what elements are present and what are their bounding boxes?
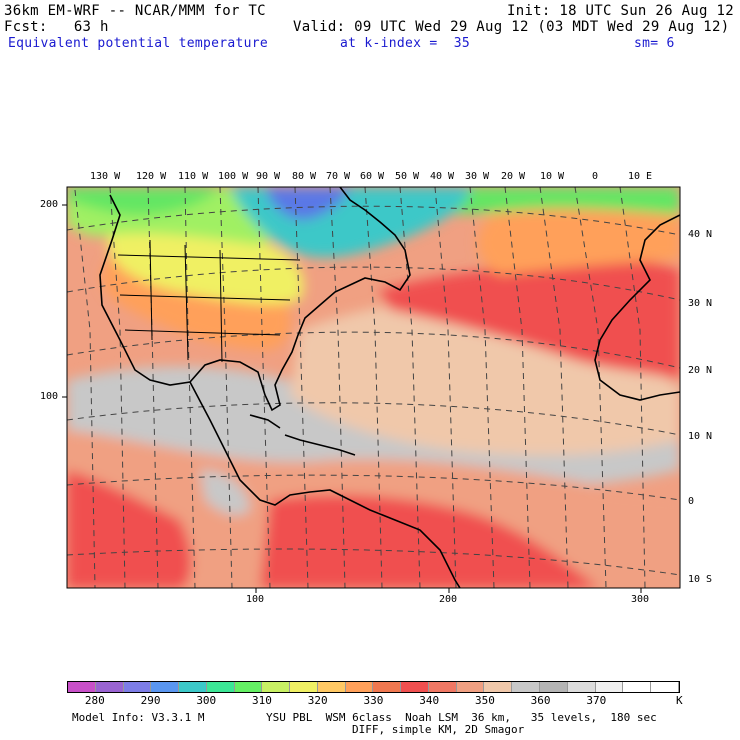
map-frame	[66, 186, 681, 589]
model-physics: YSU PBL WSM 6class Noah LSM 36 km, 35 le…	[266, 711, 657, 724]
field-region-red-pacific	[67, 470, 192, 588]
colorbar-segment	[373, 682, 402, 692]
lon-label: 10 E	[628, 171, 653, 182]
colorbar-segment	[540, 682, 568, 692]
coast-africa-europe	[594, 214, 680, 401]
lon-label: 0	[592, 171, 599, 182]
valid-time: Valid: 09 UTC Wed 29 Aug 12 (03 MDT Wed …	[293, 19, 730, 35]
colorbar-unit: K	[676, 694, 683, 707]
init-time: Init: 18 UTC Sun 26 Aug 12	[507, 3, 734, 19]
lat-label: 30 N	[688, 298, 713, 309]
colorbar-label: 330	[363, 694, 384, 707]
colorbar-segment	[512, 682, 541, 692]
model-title: 36km EM-WRF -- NCAR/MMM for TC	[4, 3, 266, 19]
field-region-green-ne	[400, 187, 680, 215]
frame-ticks	[62, 204, 642, 593]
colorbar-segment	[567, 682, 596, 692]
field-region-green	[67, 187, 220, 215]
colorbar-label: 280	[84, 694, 105, 707]
field-region-gray-central	[200, 470, 250, 516]
colorbar-segment	[290, 682, 318, 692]
lon-label: 130 W	[90, 171, 121, 182]
colorbar-segment	[234, 682, 263, 692]
level-info: at k-index = 35	[340, 36, 471, 51]
lon-label: 120 W	[136, 171, 167, 182]
field-region-red-atlantic	[380, 259, 680, 380]
colorbar-label: 300	[196, 694, 217, 707]
colorbar-segment	[401, 682, 429, 692]
colorbar-segment	[317, 682, 346, 692]
colorbar-label: 290	[140, 694, 161, 707]
coast-central-south-america	[189, 381, 461, 588]
lon-label: 70 W	[326, 171, 351, 182]
lon-label: 100 W	[218, 171, 249, 182]
colorbar-segment	[95, 682, 124, 692]
colorbar	[67, 681, 680, 693]
colorbar-label: 340	[419, 694, 440, 707]
colorbar-segment	[68, 682, 96, 692]
coastlines	[99, 187, 680, 588]
colorbar-segment	[595, 682, 624, 692]
colorbar-label: 350	[474, 694, 495, 707]
lon-label: 10 W	[540, 171, 565, 182]
field-region-orange-europe	[477, 207, 680, 275]
colorbar-segment	[262, 682, 291, 692]
lon-label: 50 W	[395, 171, 420, 182]
lon-label: 80 W	[292, 171, 317, 182]
lat-label: 0	[688, 496, 695, 507]
lon-label: 20 W	[501, 171, 526, 182]
colorbar-segment	[651, 682, 679, 692]
lat-label: 40 N	[688, 229, 713, 240]
grid-x-label: 200	[439, 594, 458, 605]
field-region-blue	[265, 187, 350, 220]
lat-label: 10 N	[688, 431, 713, 442]
colorbar-label: 360	[530, 694, 551, 707]
coast-north-america	[99, 187, 411, 412]
colorbar-segment	[623, 682, 652, 692]
colorbar-segment	[151, 682, 180, 692]
grid-y-label: 100	[40, 391, 59, 402]
colorbar-label: 310	[252, 694, 272, 707]
field-region-red-south	[260, 494, 600, 588]
coast-caribbean	[284, 434, 356, 456]
lon-label: 110 W	[178, 171, 209, 182]
colorbar-segment	[179, 682, 207, 692]
forecast-hour: Fcst: 63 h	[4, 19, 109, 35]
lon-label: 40 W	[430, 171, 455, 182]
colorbar-label: 320	[307, 694, 328, 707]
smoothing-info: sm= 6	[634, 36, 675, 51]
grid-x-label: 100	[246, 594, 265, 605]
colorbar-segment	[456, 682, 485, 692]
colorbar-segment	[206, 682, 235, 692]
coast-cuba	[249, 414, 281, 429]
lon-label: 60 W	[360, 171, 385, 182]
theta-e-field	[67, 187, 680, 588]
lat-label: 20 N	[688, 365, 713, 376]
lon-label: 30 W	[465, 171, 490, 182]
colorbar-segment	[345, 682, 374, 692]
model-info: Model Info: V3.3.1 M	[72, 711, 205, 724]
lon-label: 90 W	[256, 171, 281, 182]
grid-x-label: 300	[631, 594, 650, 605]
colorbar-label: 370	[586, 694, 607, 707]
model-diffusion: DIFF, simple KM, 2D Smagor	[352, 723, 525, 736]
colorbar-segment	[484, 682, 513, 692]
colorbar-segment	[428, 682, 457, 692]
lat-label: 10 S	[688, 574, 713, 585]
field-name: Equivalent potential temperature	[8, 36, 269, 51]
grid-y-label: 200	[40, 199, 59, 210]
colorbar-segment	[123, 682, 152, 692]
borders	[117, 239, 301, 363]
